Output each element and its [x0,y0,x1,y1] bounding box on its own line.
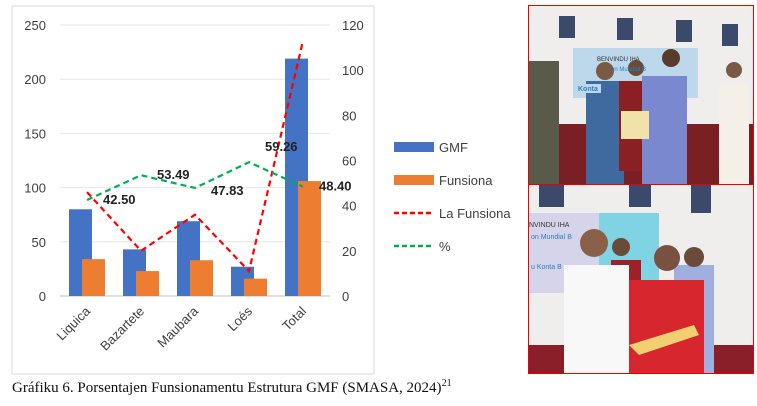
left-axis-tick-label: 0 [39,289,46,304]
bar-funsiona [190,260,213,296]
banner-text: u Konta B [531,264,562,271]
right-axis-tick-label: 20 [342,244,356,259]
right-axis-tick-label: 80 [342,108,356,123]
legend-swatch [394,142,434,152]
caption-text: Gráfiku 6. Porsentajen Funsionamentu Est… [12,380,442,396]
bar-funsiona [244,278,267,296]
left-axis-tick-label: 150 [24,126,46,141]
figure-caption: Gráfiku 6. Porsentajen Funsionamentu Est… [12,378,452,397]
bar-funsiona [298,181,321,296]
legend-label: GMF [439,140,468,155]
data-label: 53.49 [157,167,190,182]
data-label: 47.83 [211,183,244,198]
chart-legend: GMF Funsiona La Funsiona% [394,140,511,254]
data-label: 48.40 [319,179,352,194]
gmf-chart: 0 50 100 150 200 250 0 20 40 60 80 100 120 42.50 53.49… [11,5,375,375]
line-percent [86,160,304,202]
legend-label: Funsiona [439,173,493,188]
bar-funsiona [136,271,159,296]
banner-text: NVINDU IHA [529,222,570,229]
banner-text: on Mundial B [611,67,646,73]
line-la-funsiona [86,40,305,274]
caption-reference: 21 [441,378,452,389]
left-axis-tick-label: 50 [32,235,46,250]
right-axis-tick-label: 40 [342,199,356,214]
left-axis-tick-label: 250 [24,18,46,33]
left-axis-tick-label: 100 [24,181,46,196]
data-label: 59.26 [265,139,298,154]
right-axis-tick-label: 120 [342,18,364,33]
legend-label: % [439,239,451,254]
data-label: 42.50 [103,192,136,207]
left-axis-tick-label: 200 [24,72,46,87]
legend-swatch [394,175,434,185]
bar-funsiona [82,259,105,296]
banner-text: BENVINDU IHA [597,57,640,63]
banner-text: on Mundial B [531,234,572,241]
right-axis-tick-label: 60 [342,154,356,169]
photo-handover-top: BENVINDU IHA on Mundial B Konta [528,5,754,185]
legend-label: La Funsiona [439,206,511,221]
banner-text: Konta [578,86,598,93]
photo-handover-bottom: NVINDU IHA on Mundial B u Konta B [528,184,754,374]
right-axis-tick-label: 0 [342,289,349,304]
right-axis-tick-label: 100 [342,63,364,78]
